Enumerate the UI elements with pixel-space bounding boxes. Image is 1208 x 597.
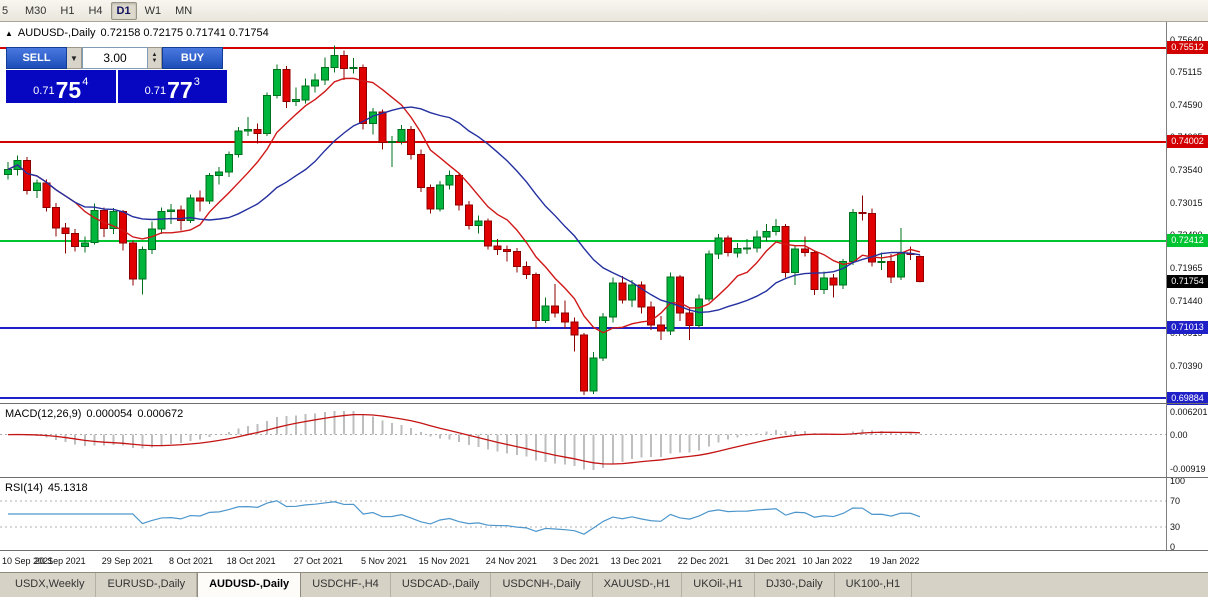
macd-header: MACD(12,26,9) 0.000054 0.000672 bbox=[5, 408, 183, 420]
rsi-tick: 30 bbox=[1170, 522, 1181, 533]
volume-dropdown-button[interactable]: ▼ bbox=[67, 47, 82, 69]
rsi-pane-separator[interactable] bbox=[0, 477, 1208, 478]
sell-price-pipette: 4 bbox=[82, 76, 89, 88]
chart-tab-eurusd-daily[interactable]: EURUSD-,Daily bbox=[96, 573, 198, 597]
macd-min-tick: -0.00919 bbox=[1170, 464, 1206, 474]
price-tick: 0.73540 bbox=[1170, 165, 1203, 176]
macd-max-tick: 0.006201 bbox=[1170, 407, 1208, 417]
rsi-label: RSI(14) bbox=[5, 482, 43, 494]
date-label: 22 Dec 2021 bbox=[677, 556, 729, 566]
buy-button[interactable]: BUY bbox=[162, 47, 223, 69]
macd-label: MACD(12,26,9) bbox=[5, 408, 82, 420]
price-level-badge: 0.69884 bbox=[1167, 391, 1208, 405]
macd-zero-tick: 0.00 bbox=[1170, 429, 1188, 440]
timeframe-button-d1[interactable]: D1 bbox=[110, 1, 137, 20]
timeframe-toolbar: 5 M30 H1 H4 D1 W1 MN bbox=[0, 0, 1208, 22]
timeframe-button-mn[interactable]: MN bbox=[175, 4, 193, 17]
buy-price-big-digits: 77 bbox=[167, 77, 193, 103]
price-scale[interactable]: 0.756400.751150.745900.740650.735400.730… bbox=[1166, 22, 1208, 552]
macd-main-value: 0.000054 bbox=[86, 408, 133, 420]
price-tick: 0.74590 bbox=[1170, 99, 1203, 110]
macd-pane-separator[interactable] bbox=[0, 403, 1208, 404]
buy-price-display[interactable]: 0.71 77 3 bbox=[117, 70, 227, 103]
chart-tab-xauusd-h1[interactable]: XAUUSD-,H1 bbox=[593, 573, 683, 597]
rsi-value: 45.1318 bbox=[47, 482, 88, 494]
date-label: 15 Nov 2021 bbox=[418, 556, 470, 566]
chart-tab-usdx-weekly[interactable]: USDX,Weekly bbox=[4, 573, 97, 597]
chart-canvas[interactable] bbox=[0, 0, 1208, 551]
chart-tab-dj30-daily[interactable]: DJ30-,Daily bbox=[755, 573, 835, 597]
sell-button[interactable]: SELL bbox=[6, 47, 67, 69]
date-label: 31 Dec 2021 bbox=[745, 556, 797, 566]
timeframe-button-w1[interactable]: W1 bbox=[144, 4, 162, 17]
buy-price-prefix: 0.71 bbox=[144, 85, 167, 97]
price-level-badge: 0.71013 bbox=[1167, 321, 1208, 335]
current-price-badge: 0.71754 bbox=[1167, 275, 1208, 289]
timeframe-button-m30[interactable]: M30 bbox=[25, 4, 47, 17]
volume-stepper[interactable]: ▲ ▼ bbox=[148, 47, 162, 69]
rsi-tick: 70 bbox=[1170, 495, 1181, 506]
chart-tab-usdcad-daily[interactable]: USDCAD-,Daily bbox=[391, 573, 492, 597]
timeframe-button-h1[interactable]: H1 bbox=[60, 4, 75, 17]
date-label: 27 Oct 2021 bbox=[293, 556, 343, 566]
trade-panel-toggle-icon[interactable]: ▲ bbox=[5, 28, 13, 38]
price-level-badge: 0.72412 bbox=[1167, 234, 1208, 248]
chart-tab-usdcnh-daily[interactable]: USDCNH-,Daily bbox=[491, 573, 593, 597]
buy-price-pipette: 3 bbox=[193, 76, 200, 88]
date-label: 19 Jan 2022 bbox=[869, 556, 920, 566]
chevron-down-icon: ▼ bbox=[70, 53, 78, 63]
rsi-tick: 0 bbox=[1170, 542, 1176, 552]
chart-title: ▲ AUDUSD-,Daily 0.72158 0.72175 0.71741 … bbox=[5, 27, 269, 39]
date-label: 5 Nov 2021 bbox=[361, 556, 408, 566]
volume-input[interactable] bbox=[82, 47, 148, 69]
date-label: 10 Sep 2021 bbox=[2, 556, 54, 566]
chart-ohlc-values: 0.72158 0.72175 0.71741 0.71754 bbox=[100, 27, 269, 39]
chart-symbol-label: AUDUSD-,Daily bbox=[17, 27, 96, 39]
price-tick: 0.75115 bbox=[1170, 67, 1202, 78]
spinner-down-icon: ▼ bbox=[151, 58, 158, 64]
chart-tab-ukoil-h1[interactable]: UKOil-,H1 bbox=[682, 573, 755, 597]
date-label: 20 Sep 2021 bbox=[34, 556, 86, 566]
date-label: 8 Oct 2021 bbox=[169, 556, 214, 566]
time-axis[interactable]: 10 Sep 2021 20 Sep 2021 29 Sep 2021 8 Oct 2… bbox=[0, 551, 1208, 572]
date-label: 24 Nov 2021 bbox=[485, 556, 537, 566]
price-level-badge: 0.74002 bbox=[1167, 135, 1208, 149]
sell-price-prefix: 0.71 bbox=[33, 85, 55, 97]
sell-price-display[interactable]: 0.71 75 4 bbox=[6, 70, 116, 103]
price-tick: 0.70390 bbox=[1170, 361, 1203, 372]
rsi-header: RSI(14) 45.1318 bbox=[5, 482, 88, 494]
sell-price-big-digits: 75 bbox=[55, 77, 82, 103]
timeframe-button-h4[interactable]: H4 bbox=[88, 4, 103, 17]
rsi-tick: 100 bbox=[1170, 476, 1186, 486]
chart-tab-audusd-daily[interactable]: AUDUSD-,Daily bbox=[197, 573, 302, 597]
time-axis-separator bbox=[0, 550, 1208, 551]
chart-tab-usdchf-h4[interactable]: USDCHF-,H4 bbox=[301, 573, 391, 597]
date-label: 10 Jan 2022 bbox=[802, 556, 853, 566]
timeframe-button-5[interactable]: 5 bbox=[2, 4, 9, 17]
date-label: 29 Sep 2021 bbox=[101, 556, 153, 566]
price-tick: 0.73015 bbox=[1170, 197, 1203, 208]
chart-tab-uk100-h1[interactable]: UK100-,H1 bbox=[835, 573, 913, 597]
date-label: 3 Dec 2021 bbox=[553, 556, 600, 566]
macd-signal-value: 0.000672 bbox=[137, 408, 184, 420]
date-label: 18 Oct 2021 bbox=[226, 556, 276, 566]
price-tick: 0.75640 bbox=[1170, 34, 1203, 45]
chart-tab-bar: USDX,Weekly EURUSD-,Daily AUDUSD-,Daily USD… bbox=[0, 572, 1208, 597]
price-tick: 0.71440 bbox=[1170, 295, 1203, 306]
price-tick: 0.71965 bbox=[1170, 263, 1203, 274]
price-level-badge: 0.75512 bbox=[1167, 41, 1208, 55]
date-label: 13 Dec 2021 bbox=[610, 556, 662, 566]
spinner-up-icon: ▲ bbox=[151, 52, 158, 58]
